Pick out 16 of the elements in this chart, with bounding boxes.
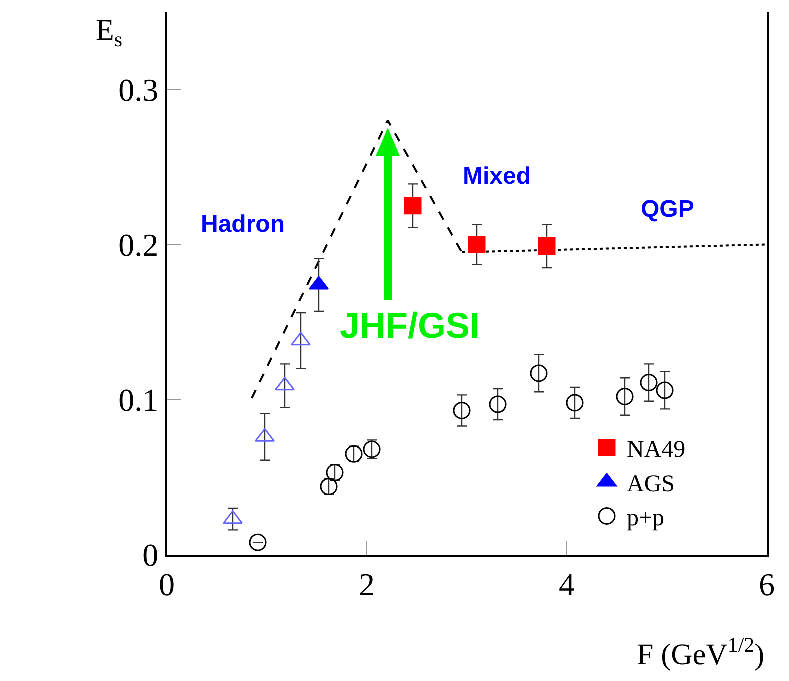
y-tick-label: 0.3: [118, 72, 159, 108]
legend-label: AGS: [627, 471, 676, 498]
annotation: JHF/GSI: [340, 305, 480, 346]
y-tick-label: 0: [142, 537, 159, 574]
legend-label: p+p: [627, 506, 665, 532]
annotation: Mixed: [463, 163, 532, 190]
x-tick-label: 6: [759, 566, 775, 602]
legend-label: NA49: [627, 437, 686, 464]
x-axis-title: F (GeV$^{1/2}$): [637, 633, 765, 672]
annotation: Hadron: [201, 211, 285, 238]
y-tick-label: 0.1: [118, 382, 159, 418]
y-axis-title: E$_{s}$: [96, 14, 123, 52]
y-tick-label: 0.2: [118, 226, 159, 263]
x-tick-label: 2: [359, 566, 375, 602]
annotation: QGP: [641, 196, 694, 223]
x-tick-label: 4: [559, 566, 575, 602]
